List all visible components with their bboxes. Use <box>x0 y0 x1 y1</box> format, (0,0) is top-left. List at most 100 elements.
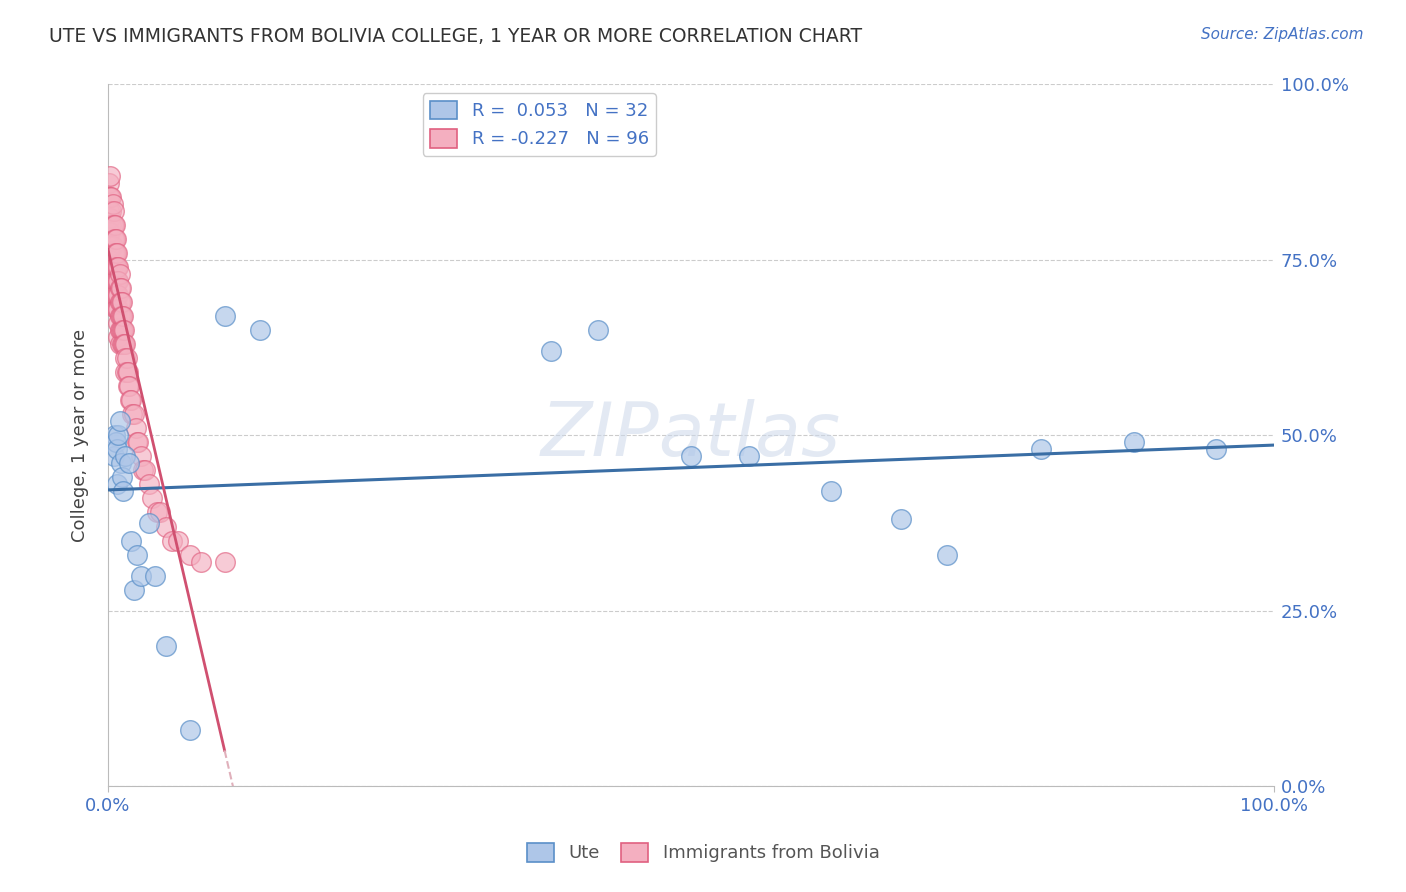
Point <box>679 450 702 464</box>
Point <box>105 260 128 274</box>
Point <box>143 568 166 582</box>
Text: Source: ZipAtlas.com: Source: ZipAtlas.com <box>1201 27 1364 42</box>
Point <box>1205 442 1227 457</box>
Point <box>127 435 149 450</box>
Point <box>105 274 128 288</box>
Point <box>104 274 127 288</box>
Point <box>107 330 129 344</box>
Point <box>103 288 125 302</box>
Point <box>1123 435 1146 450</box>
Point <box>111 309 134 323</box>
Point <box>114 450 136 464</box>
Point <box>149 506 172 520</box>
Point <box>120 533 142 548</box>
Point <box>101 274 124 288</box>
Point <box>138 516 160 530</box>
Point <box>100 218 122 232</box>
Point <box>167 533 190 548</box>
Legend: Ute, Immigrants from Bolivia: Ute, Immigrants from Bolivia <box>519 836 887 870</box>
Point <box>105 288 128 302</box>
Point <box>103 232 125 246</box>
Point <box>114 337 136 351</box>
Point <box>132 463 155 477</box>
Point <box>120 393 142 408</box>
Point <box>121 407 143 421</box>
Point <box>890 512 912 526</box>
Point <box>104 260 127 274</box>
Point <box>98 225 121 239</box>
Point <box>105 435 128 450</box>
Point <box>111 470 134 484</box>
Point <box>103 450 125 464</box>
Point <box>103 274 125 288</box>
Point <box>114 365 136 379</box>
Point <box>105 260 128 274</box>
Point <box>98 176 121 190</box>
Point <box>118 456 141 470</box>
Point <box>112 484 135 499</box>
Point <box>155 639 177 653</box>
Point <box>108 281 131 295</box>
Point <box>107 428 129 442</box>
Point <box>111 337 134 351</box>
Point <box>101 218 124 232</box>
Point <box>249 323 271 337</box>
Point <box>127 435 149 450</box>
Point <box>127 548 149 562</box>
Point <box>98 190 121 204</box>
Point <box>155 519 177 533</box>
Point <box>104 232 127 246</box>
Point <box>111 295 134 310</box>
Point <box>114 351 136 365</box>
Point <box>107 288 129 302</box>
Point <box>117 365 139 379</box>
Point <box>100 203 122 218</box>
Point <box>108 309 131 323</box>
Point <box>108 323 131 337</box>
Point <box>98 252 121 267</box>
Point <box>105 232 128 246</box>
Point <box>98 239 121 253</box>
Point <box>214 309 236 323</box>
Legend: R =  0.053   N = 32, R = -0.227   N = 96: R = 0.053 N = 32, R = -0.227 N = 96 <box>423 94 657 155</box>
Point <box>122 582 145 597</box>
Point <box>117 379 139 393</box>
Point <box>738 450 761 464</box>
Point <box>112 337 135 351</box>
Point <box>107 260 129 274</box>
Point <box>146 506 169 520</box>
Point <box>129 450 152 464</box>
Point <box>586 323 609 337</box>
Point <box>105 301 128 316</box>
Point <box>820 484 842 499</box>
Point <box>105 274 128 288</box>
Point <box>179 548 201 562</box>
Point <box>103 245 125 260</box>
Point <box>110 295 132 310</box>
Point <box>125 421 148 435</box>
Point <box>115 365 138 379</box>
Point <box>112 323 135 337</box>
Point <box>141 491 163 506</box>
Point <box>105 477 128 491</box>
Point <box>103 203 125 218</box>
Point <box>112 337 135 351</box>
Point <box>101 239 124 253</box>
Text: ZIPatlas: ZIPatlas <box>541 400 841 471</box>
Point <box>105 442 128 457</box>
Point <box>105 245 128 260</box>
Point <box>110 281 132 295</box>
Point <box>104 428 127 442</box>
Point <box>134 463 156 477</box>
Point <box>214 555 236 569</box>
Point <box>103 260 125 274</box>
Point <box>100 190 122 204</box>
Point <box>98 225 121 239</box>
Point <box>108 267 131 281</box>
Text: UTE VS IMMIGRANTS FROM BOLIVIA COLLEGE, 1 YEAR OR MORE CORRELATION CHART: UTE VS IMMIGRANTS FROM BOLIVIA COLLEGE, … <box>49 27 862 45</box>
Point <box>138 477 160 491</box>
Point <box>110 309 132 323</box>
Point <box>98 211 121 225</box>
Point <box>103 218 125 232</box>
Point <box>118 379 141 393</box>
